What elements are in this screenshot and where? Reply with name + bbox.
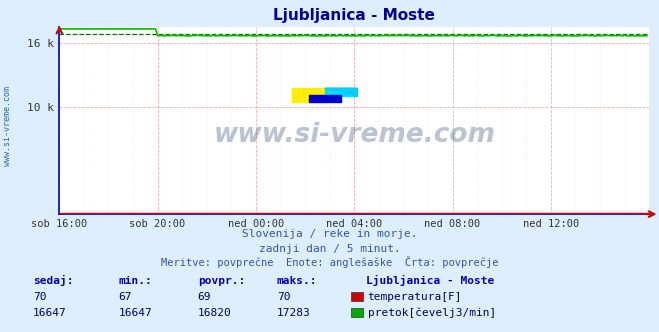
Text: min.:: min.: [119, 276, 152, 286]
Text: 16820: 16820 [198, 308, 231, 318]
Text: maks.:: maks.: [277, 276, 317, 286]
Text: temperatura[F]: temperatura[F] [368, 292, 462, 302]
Text: 69: 69 [198, 292, 211, 302]
Text: 17283: 17283 [277, 308, 310, 318]
Text: Meritve: povprečne  Enote: anglešaške  Črta: povprečje: Meritve: povprečne Enote: anglešaške Črt… [161, 256, 498, 268]
Bar [325, 88, 357, 96]
Text: pretok[čevelj3/min]: pretok[čevelj3/min] [368, 307, 496, 318]
Text: www.si-vreme.com: www.si-vreme.com [3, 86, 13, 166]
Bar [308, 95, 341, 102]
Text: www.si-vreme.com: www.si-vreme.com [214, 123, 495, 148]
Text: zadnji dan / 5 minut.: zadnji dan / 5 minut. [258, 244, 401, 254]
Text: 16647: 16647 [119, 308, 152, 318]
Bar [293, 88, 325, 102]
Text: 16647: 16647 [33, 308, 67, 318]
Text: 67: 67 [119, 292, 132, 302]
Text: 70: 70 [277, 292, 290, 302]
Text: sedaj:: sedaj: [33, 275, 73, 286]
Polygon shape [325, 88, 357, 96]
Text: Ljubljanica - Moste: Ljubljanica - Moste [366, 275, 494, 286]
Text: 70: 70 [33, 292, 46, 302]
Text: povpr.:: povpr.: [198, 276, 245, 286]
Title: Ljubljanica - Moste: Ljubljanica - Moste [273, 8, 435, 23]
Text: Slovenija / reke in morje.: Slovenija / reke in morje. [242, 229, 417, 239]
